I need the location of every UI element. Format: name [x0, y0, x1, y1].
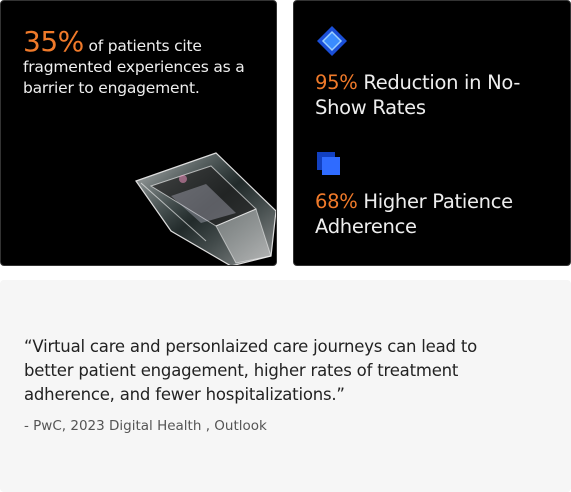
- outcome: 68% Higher Patience Adherence: [315, 189, 555, 239]
- glass-object: [135, 152, 276, 265]
- outcome-text: Reduction in No-Show Rates: [315, 71, 521, 119]
- outcome: 95% Reduction in No-Show Rates: [315, 70, 555, 120]
- stat-card: 35% of patients cite fragmented experien…: [0, 0, 277, 266]
- quote-text: “Virtual care and personlaized care jour…: [24, 337, 478, 404]
- outcome-text: Higher Patience Adherence: [315, 190, 513, 238]
- stat-desc: of patients cite fragmented experiences …: [23, 37, 245, 97]
- stat-value: 35%: [23, 25, 84, 58]
- outcomes-card: 95% Reduction in No-Show Rates 68% Highe…: [293, 0, 571, 266]
- quote-source: - PwC, 2023 Digital Health , Outlook: [24, 418, 267, 434]
- diamond-icon: [317, 26, 347, 56]
- outcome-value: 95%: [315, 71, 358, 94]
- outcome-value: 68%: [315, 190, 358, 213]
- quote-card: “Virtual care and personlaized care jour…: [0, 280, 571, 492]
- stat-text: 35% of patients cite fragmented experien…: [23, 28, 268, 99]
- square-icon: [317, 152, 340, 175]
